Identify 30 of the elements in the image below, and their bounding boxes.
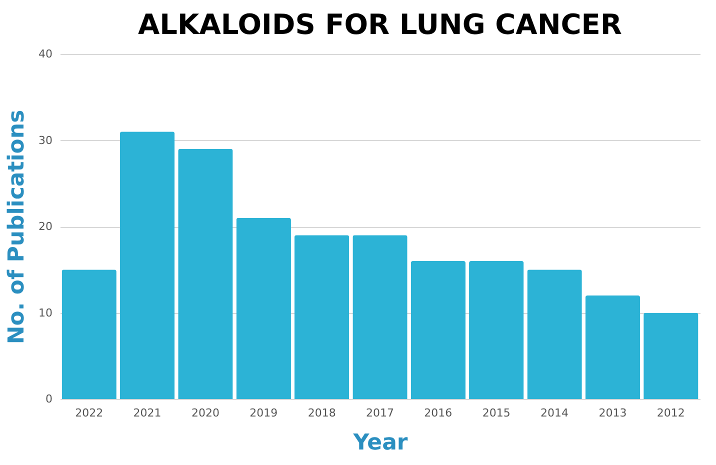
y-tick-label: 0 [46, 392, 52, 406]
x-tick-label: 2014 [540, 406, 569, 420]
y-axis-title: No. of Publications [4, 110, 30, 344]
x-tick-label: 2017 [366, 406, 394, 420]
x-tick-label: 2018 [308, 406, 336, 420]
bar [294, 235, 350, 399]
y-tick-label: 20 [38, 220, 52, 233]
bar [236, 218, 291, 399]
bar [62, 270, 116, 399]
y-tick-label: 40 [38, 48, 52, 60]
chart-title: ALKALOIDS FOR LUNG CANCER [138, 8, 622, 41]
bar [644, 312, 698, 399]
x-tick-label: 2015 [482, 406, 510, 420]
bar [120, 132, 175, 399]
x-tick-label: 2021 [133, 406, 162, 420]
bar [178, 148, 233, 399]
bar [469, 261, 524, 399]
x-tick-label: 2022 [75, 406, 104, 420]
bar [352, 235, 408, 399]
x-tick-label: 2020 [191, 406, 220, 420]
x-tick-label: 2016 [424, 406, 452, 420]
x-tick-label: 2013 [598, 406, 627, 420]
x-tick-label: 2012 [656, 406, 685, 420]
x-tick-label: 2019 [250, 406, 278, 420]
y-tick-label: 10 [38, 306, 52, 320]
y-tick-label: 30 [38, 134, 52, 147]
bar [527, 270, 582, 399]
bar [410, 261, 466, 399]
x-axis-title: Year [352, 430, 408, 456]
bar [585, 296, 640, 399]
